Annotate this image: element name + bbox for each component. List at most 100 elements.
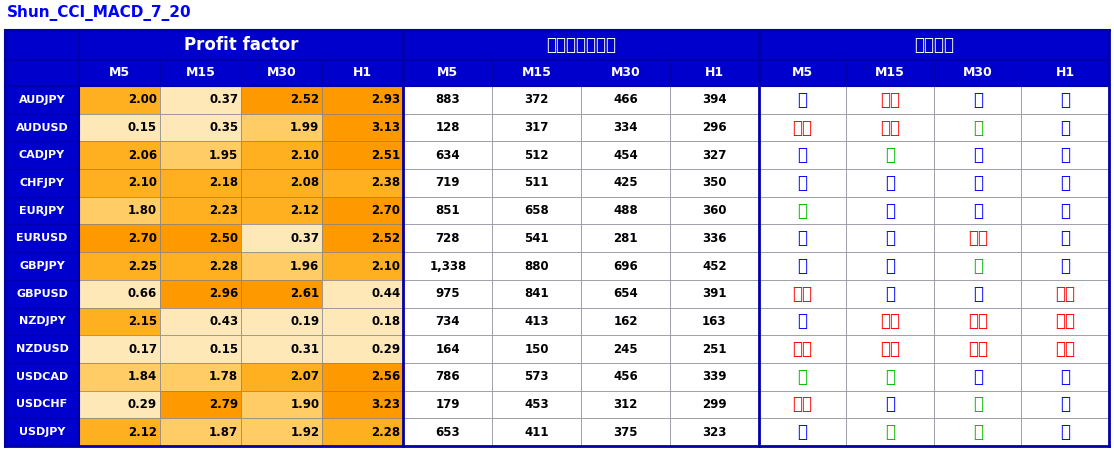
Text: 優: 優: [1061, 229, 1071, 247]
Bar: [4, 252, 79, 280]
Text: 511: 511: [525, 176, 549, 189]
Text: 658: 658: [525, 204, 549, 217]
Bar: [847, 252, 934, 280]
Bar: [160, 114, 242, 141]
Bar: [759, 197, 847, 224]
Text: 296: 296: [702, 121, 726, 134]
Bar: [403, 418, 492, 446]
Text: 優: 優: [798, 423, 808, 441]
Bar: [759, 363, 847, 391]
Text: 優: 優: [798, 229, 808, 247]
Text: GBPUSD: GBPUSD: [16, 289, 68, 299]
Text: 優: 優: [973, 174, 983, 192]
Bar: [670, 60, 759, 86]
Bar: [847, 280, 934, 308]
Bar: [322, 60, 403, 86]
Bar: [492, 141, 582, 169]
Bar: [322, 114, 403, 141]
Bar: [4, 60, 79, 86]
Text: 不可: 不可: [880, 313, 900, 330]
Bar: [582, 335, 670, 363]
Text: 優: 優: [798, 91, 808, 109]
Bar: [759, 280, 847, 308]
Text: 372: 372: [525, 93, 549, 106]
Text: 312: 312: [614, 398, 637, 411]
Text: 優: 優: [1061, 396, 1071, 414]
Text: 不可: 不可: [1055, 340, 1075, 358]
Text: 優: 優: [973, 91, 983, 109]
Bar: [934, 280, 1022, 308]
Bar: [79, 86, 160, 114]
Text: 良: 良: [798, 202, 808, 220]
Text: 2.50: 2.50: [209, 232, 238, 245]
Text: 360: 360: [702, 204, 726, 217]
Text: 2.61: 2.61: [291, 287, 320, 300]
Bar: [759, 335, 847, 363]
Text: 2.12: 2.12: [128, 426, 157, 439]
Bar: [242, 391, 322, 418]
Bar: [582, 391, 670, 418]
Text: M30: M30: [610, 66, 641, 79]
Bar: [403, 308, 492, 335]
Text: 394: 394: [702, 93, 726, 106]
Text: M30: M30: [267, 66, 296, 79]
Bar: [4, 141, 79, 169]
Bar: [4, 335, 79, 363]
Text: 327: 327: [702, 149, 726, 162]
Text: 2.25: 2.25: [128, 260, 157, 273]
Text: 634: 634: [436, 149, 460, 162]
Text: 375: 375: [614, 426, 638, 439]
Text: 334: 334: [614, 121, 638, 134]
Text: Shun_CCI_MACD_7_20: Shun_CCI_MACD_7_20: [7, 5, 192, 21]
Bar: [670, 418, 759, 446]
Bar: [847, 363, 934, 391]
Text: お勧め度: お勧め度: [913, 36, 954, 54]
Text: 1.84: 1.84: [128, 370, 157, 383]
Bar: [847, 308, 934, 335]
Bar: [1022, 418, 1110, 446]
Text: NZDUSD: NZDUSD: [16, 344, 68, 354]
Bar: [160, 169, 242, 197]
Bar: [1022, 169, 1110, 197]
Text: 1.92: 1.92: [291, 426, 320, 439]
Bar: [242, 418, 322, 446]
Text: 841: 841: [525, 287, 549, 300]
Bar: [322, 335, 403, 363]
Bar: [79, 114, 160, 141]
Text: 179: 179: [436, 398, 460, 411]
Text: 251: 251: [702, 343, 726, 356]
Bar: [492, 197, 582, 224]
Bar: [4, 363, 79, 391]
Bar: [322, 197, 403, 224]
Text: 425: 425: [613, 176, 638, 189]
Bar: [492, 60, 582, 86]
Bar: [79, 141, 160, 169]
Bar: [79, 30, 403, 60]
Bar: [582, 252, 670, 280]
Bar: [4, 224, 79, 252]
Bar: [242, 224, 322, 252]
Bar: [242, 308, 322, 335]
Text: 0.44: 0.44: [371, 287, 400, 300]
Text: 453: 453: [525, 398, 549, 411]
Text: 488: 488: [613, 204, 638, 217]
Bar: [79, 252, 160, 280]
Bar: [160, 418, 242, 446]
Text: USDCAD: USDCAD: [16, 372, 68, 382]
Bar: [847, 141, 934, 169]
Bar: [934, 252, 1022, 280]
Bar: [934, 114, 1022, 141]
Text: 良: 良: [973, 396, 983, 414]
Text: 2.79: 2.79: [209, 398, 238, 411]
Bar: [670, 141, 759, 169]
Text: 0.15: 0.15: [128, 121, 157, 134]
Text: 3.23: 3.23: [371, 398, 400, 411]
Text: 728: 728: [436, 232, 460, 245]
Bar: [670, 86, 759, 114]
Bar: [582, 114, 670, 141]
Bar: [79, 391, 160, 418]
Bar: [160, 363, 242, 391]
Bar: [492, 418, 582, 446]
Bar: [492, 391, 582, 418]
Text: 1.99: 1.99: [290, 121, 320, 134]
